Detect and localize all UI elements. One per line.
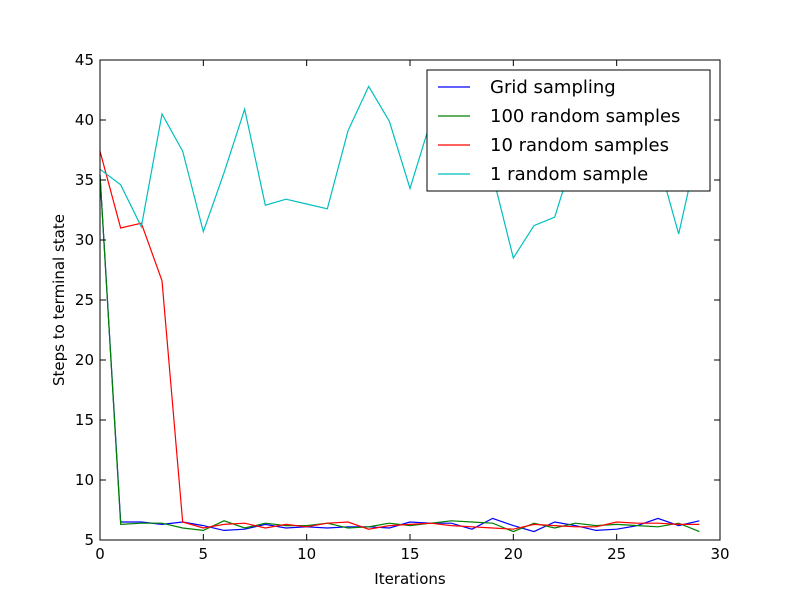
y-tick-label: 20 — [75, 351, 94, 369]
y-axis-label: Steps to terminal state — [50, 214, 68, 386]
x-axis-ticks: 0 5 10 15 20 25 30 — [95, 60, 730, 563]
legend-label-10-random-samples: 10 random samples — [490, 135, 669, 156]
y-tick-label: 25 — [75, 291, 94, 309]
legend-label-1-random-sample: 1 random sample — [490, 164, 648, 185]
legend: Grid sampling 100 random samples 10 random… — [426, 69, 711, 192]
legend-label-100-random-samples: 100 random samples — [490, 106, 680, 127]
x-tick-label: 5 — [199, 545, 209, 563]
y-tick-label: 30 — [75, 231, 94, 249]
series-line-10-random-samples — [99, 151, 700, 530]
series-layer — [99, 85, 700, 533]
y-tick-label: 15 — [75, 411, 94, 429]
y-tick-label: 45 — [75, 51, 94, 69]
x-tick-label: 20 — [504, 545, 523, 563]
y-tick-label: 40 — [75, 111, 94, 129]
y-tick-label: 10 — [75, 471, 94, 489]
legend-frame — [426, 69, 711, 192]
x-tick-label: 25 — [607, 545, 626, 563]
x-tick-label: 0 — [95, 545, 105, 563]
y-tick-label: 35 — [75, 171, 94, 189]
legend-label-grid-sampling: Grid sampling — [490, 77, 616, 98]
x-tick-label: 30 — [710, 545, 729, 563]
y-tick-label: 5 — [84, 531, 94, 549]
y-axis-ticks: 5 10 15 20 25 30 35 40 45 — [75, 51, 720, 549]
x-tick-label: 10 — [297, 545, 316, 563]
x-tick-label: 15 — [400, 545, 419, 563]
x-axis-label: Iterations — [374, 570, 446, 588]
